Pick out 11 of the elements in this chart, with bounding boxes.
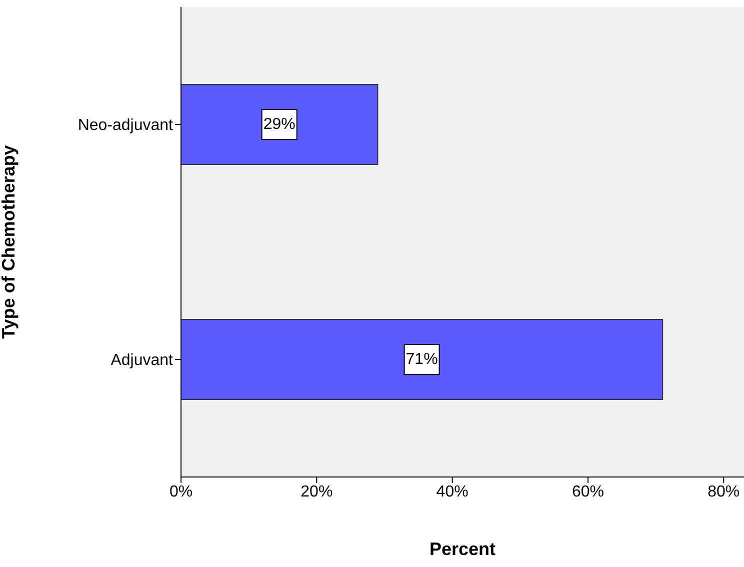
y-axis-title: Type of Chemotherapy — [0, 145, 18, 339]
x-tick-label: 0% — [169, 483, 193, 500]
x-axis-title: Percent — [429, 539, 496, 559]
x-tick-label: 20% — [300, 483, 333, 500]
x-tick-label: 80% — [708, 483, 740, 500]
x-tick-label: 40% — [436, 483, 468, 500]
data-label: 29% — [263, 116, 296, 134]
x-tick-label: 60% — [572, 483, 604, 500]
data-label: 71% — [406, 351, 438, 368]
y-tick-label: Neo-adjuvant — [78, 117, 174, 134]
y-tick-label: Adjuvant — [110, 352, 174, 370]
